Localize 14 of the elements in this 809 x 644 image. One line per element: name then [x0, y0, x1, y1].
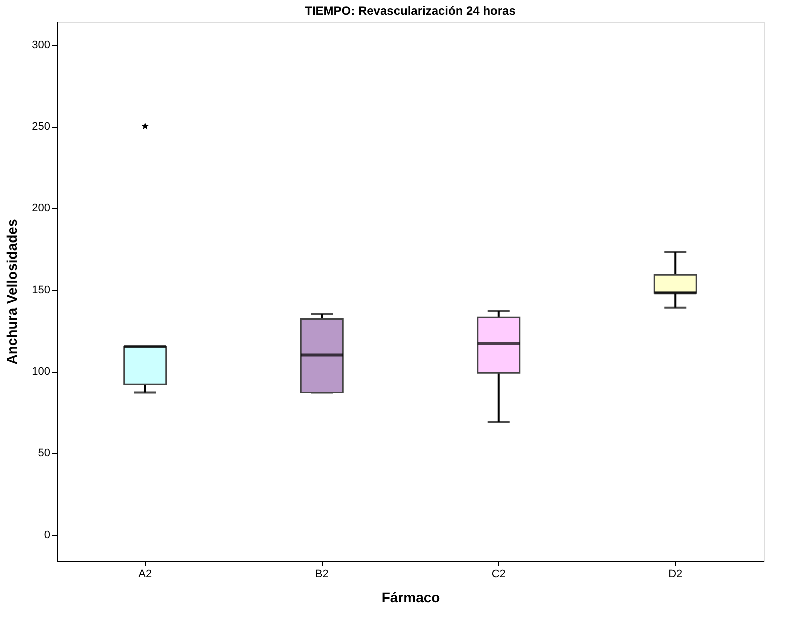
chart-title: TIEMPO: Revascularización 24 horas	[305, 4, 516, 18]
y-tick-label: 100	[32, 366, 50, 378]
y-tick-label: 300	[32, 39, 50, 52]
x-tick-label: B2	[315, 568, 329, 580]
y-tick-label: 50	[38, 448, 50, 460]
y-tick-label: 0	[44, 529, 50, 542]
y-tick-label: 200	[32, 202, 50, 215]
x-tick-label: A2	[138, 568, 152, 580]
x-tick-label: C2	[492, 568, 506, 580]
y-tick-label: 150	[32, 284, 50, 296]
y-tick-label: 250	[32, 121, 50, 134]
y-axis-title: Anchura Vellosidades	[4, 219, 20, 365]
x-axis-title: Fármaco	[382, 590, 440, 606]
x-tick-label: D2	[668, 568, 683, 580]
